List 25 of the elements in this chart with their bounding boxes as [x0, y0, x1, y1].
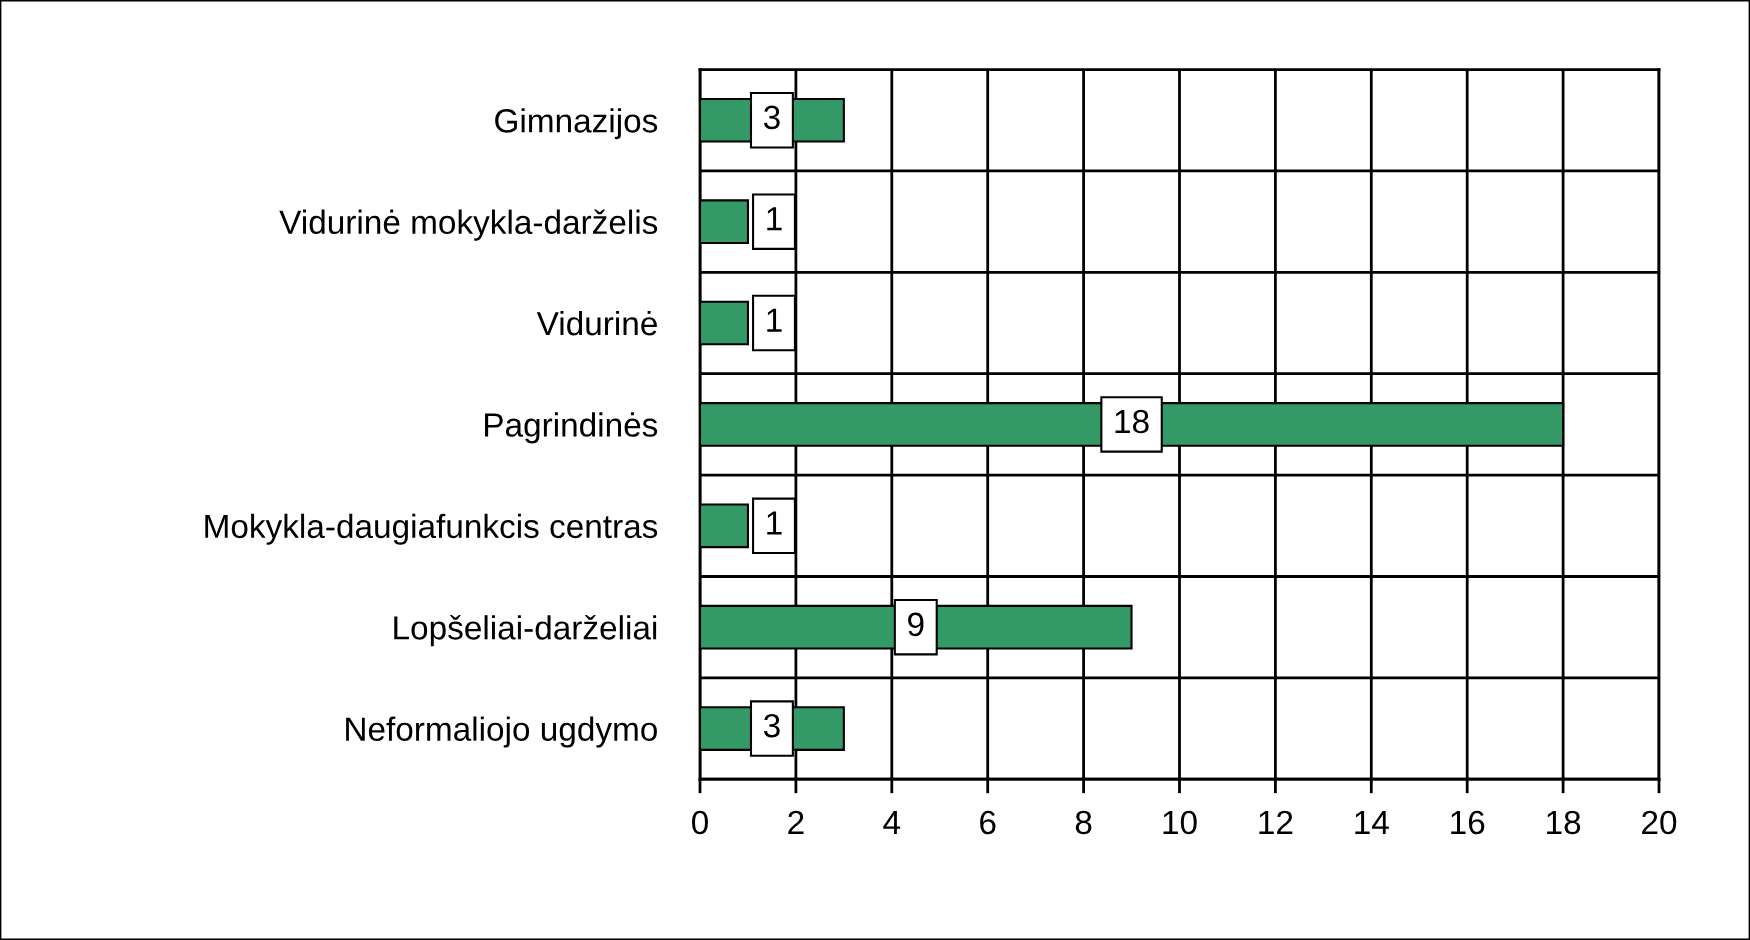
- data-label: 1: [767, 207, 782, 231]
- x-tick-label: 18: [1547, 810, 1581, 835]
- x-tick-label: 20: [1642, 810, 1677, 835]
- y-tick-label: Gimnazijos: [495, 108, 658, 140]
- x-tick-label: 14: [1355, 811, 1389, 834]
- x-tick-label: 12: [1259, 810, 1293, 834]
- data-label: 9: [908, 612, 924, 637]
- x-tick-label: 6: [980, 810, 996, 835]
- data-label: 3: [763, 713, 780, 738]
- data-label: 1: [767, 511, 782, 535]
- data-label: 1: [767, 308, 782, 332]
- x-tick-label: 16: [1451, 810, 1485, 835]
- y-tick-label: Pagrindinės: [485, 412, 658, 444]
- x-tick-label: 0: [692, 810, 708, 835]
- y-tick-label: Neformaliojo ugdymo: [346, 716, 657, 748]
- y-tick-label: Lopšeliai-darželiai: [394, 615, 657, 647]
- data-label: 3: [763, 105, 780, 130]
- x-tick-label: 10: [1163, 810, 1197, 835]
- y-tick-label: Vidurinė mokykla-darželis: [279, 209, 658, 241]
- x-tick-label: 8: [1075, 810, 1092, 835]
- data-label: 18: [1115, 409, 1149, 434]
- x-tick-label: 4: [883, 811, 901, 834]
- y-tick-label: Vidurinė: [536, 310, 657, 336]
- x-tick-label: 2: [788, 810, 804, 834]
- y-tick-label: Mokykla-daugiafunkcis centras: [205, 513, 658, 545]
